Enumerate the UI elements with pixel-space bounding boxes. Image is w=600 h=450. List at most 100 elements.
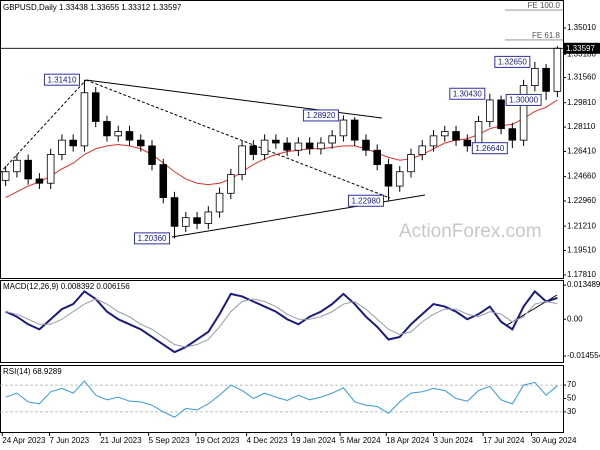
candle-body (227, 174, 235, 194)
label-box (449, 87, 486, 100)
candle-body (114, 131, 123, 137)
candle-body (182, 217, 190, 227)
x-tick-label: 3 Jun 2024 (434, 436, 474, 445)
chart-title: GBPUSD,Daily 1.33438 1.33655 1.33312 1.3… (3, 3, 182, 12)
y-tick-label: 1.28110 (567, 122, 596, 131)
level-label: 1.32650 (498, 57, 527, 66)
label-box (302, 109, 339, 122)
candle-body (294, 142, 303, 151)
candle-body (193, 217, 201, 224)
candle-body (463, 139, 472, 147)
candle-body (249, 145, 258, 155)
candle-body (452, 131, 460, 141)
trend-line (85, 79, 391, 199)
label-box (505, 93, 542, 106)
candle-body (24, 159, 32, 180)
series-line (5, 99, 558, 199)
level-label: 1.20360 (138, 234, 167, 243)
candle-body (542, 67, 550, 92)
x-tick-label: 21 Jul 2023 (100, 436, 142, 445)
y-tick-label: 1.35010 (567, 23, 596, 32)
price-box (563, 42, 600, 54)
candle-body (80, 92, 89, 147)
candle-body (1, 171, 10, 181)
trend-line (0, 79, 87, 174)
x-tick-label: 19 Jan 2024 (292, 436, 337, 445)
candle-body (384, 164, 393, 187)
candle-body (215, 192, 224, 213)
candle-body (148, 145, 156, 165)
series-line (5, 380, 558, 418)
series-line (5, 298, 558, 348)
y-tick-label: 1.19510 (567, 246, 596, 255)
x-tick-label: 17 Jul 2024 (483, 436, 525, 445)
level-label: 1.30430 (453, 89, 482, 98)
y-tick-label: 50 (567, 394, 576, 403)
candle-body (519, 85, 528, 141)
y-tick-label: -0.014554 (567, 351, 600, 360)
candle-body (58, 139, 66, 155)
y-tick-label: 1.24660 (567, 172, 596, 181)
y-tick-label: 30 (567, 407, 576, 416)
y-tick-label: 1.26410 (567, 147, 596, 156)
candle-body (328, 135, 336, 144)
candle-body (260, 139, 269, 155)
candle-body (238, 145, 246, 176)
candle-body (362, 139, 370, 151)
level-label: 1.26640 (475, 144, 504, 153)
candle-body (13, 159, 21, 173)
y-tick-label: 1.17810 (567, 270, 596, 279)
x-tick-label: 30 Aug 2024 (531, 436, 576, 445)
y-tick-label: 1.22960 (567, 196, 596, 205)
x-tick-label: 7 Jun 2023 (50, 436, 90, 445)
candle-body (395, 171, 404, 187)
candle-body (125, 131, 134, 141)
fib-label: FE 100.0 (528, 1, 561, 10)
candle-body (35, 178, 44, 184)
candle-body (46, 154, 55, 184)
y-tick-label: 1.31560 (567, 73, 596, 82)
series-line (5, 289, 558, 354)
candle-body (497, 99, 505, 130)
label-box (494, 55, 531, 68)
label-box (43, 73, 80, 86)
y-tick-label: 70 (567, 380, 576, 389)
candle-body (272, 139, 280, 144)
candle-body (418, 145, 427, 155)
candle-body (170, 197, 179, 227)
x-tick-label: 24 Apr 2023 (2, 436, 46, 445)
x-tick-label: 19 Oct 2023 (196, 436, 240, 445)
label-box (471, 142, 508, 155)
candle-body (350, 119, 359, 141)
y-tick-label: 1.29810 (567, 98, 596, 107)
y-tick-label: 0.00 (567, 314, 583, 323)
x-tick-label: 5 Mar 2024 (340, 436, 381, 445)
candle-body (159, 164, 168, 198)
candle-body (305, 142, 314, 150)
price-label: 1.33597 (566, 44, 595, 53)
x-tick-label: 18 Apr 2024 (386, 436, 430, 445)
x-tick-label: 5 Sep 2023 (149, 436, 190, 445)
level-label: 1.31410 (47, 75, 76, 84)
watermark: ActionForex.com (399, 221, 542, 242)
candle-body (373, 149, 381, 165)
price-panel (0, 0, 564, 279)
candle-body (407, 154, 415, 173)
level-label: 1.22980 (352, 196, 381, 205)
candle-body (429, 135, 438, 147)
label-box (134, 232, 171, 245)
rsi-title: RSI(14) 68.9289 (3, 367, 62, 376)
candle-body (283, 142, 291, 151)
macd-title: MACD(12,26,9) 0.008392 0.006156 (3, 282, 130, 291)
macd-panel (0, 280, 564, 363)
level-label: 1.28920 (306, 111, 335, 120)
candle-body (486, 99, 494, 122)
candle-body (136, 139, 145, 147)
label-box (347, 194, 384, 207)
candle-body (317, 142, 325, 150)
candle-body (508, 128, 517, 141)
y-tick-label: 0.013489 (567, 280, 600, 289)
x-tick-label: 4 Dec 2023 (247, 436, 288, 445)
